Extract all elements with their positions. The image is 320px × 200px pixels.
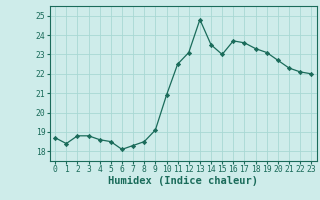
X-axis label: Humidex (Indice chaleur): Humidex (Indice chaleur) <box>108 176 258 186</box>
